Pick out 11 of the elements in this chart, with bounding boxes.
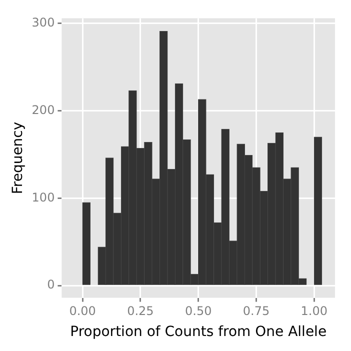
x-axis-title: Proportion of Counts from One Allele xyxy=(70,324,327,340)
y-tick-label: 200 xyxy=(32,102,55,117)
y-axis-title: Frequency xyxy=(10,122,26,194)
x-tick-label: 0.50 xyxy=(184,304,212,318)
x-tick-label: 0.75 xyxy=(242,304,270,318)
y-tick-label: 300 xyxy=(32,16,55,30)
x-tick-label: 0.25 xyxy=(127,304,154,318)
y-tick-label: 0 xyxy=(47,278,55,292)
x-tick-label: 0.00 xyxy=(69,304,96,318)
x-tick-label: 1.00 xyxy=(300,304,328,318)
y-tick-label: 100 xyxy=(32,190,55,204)
